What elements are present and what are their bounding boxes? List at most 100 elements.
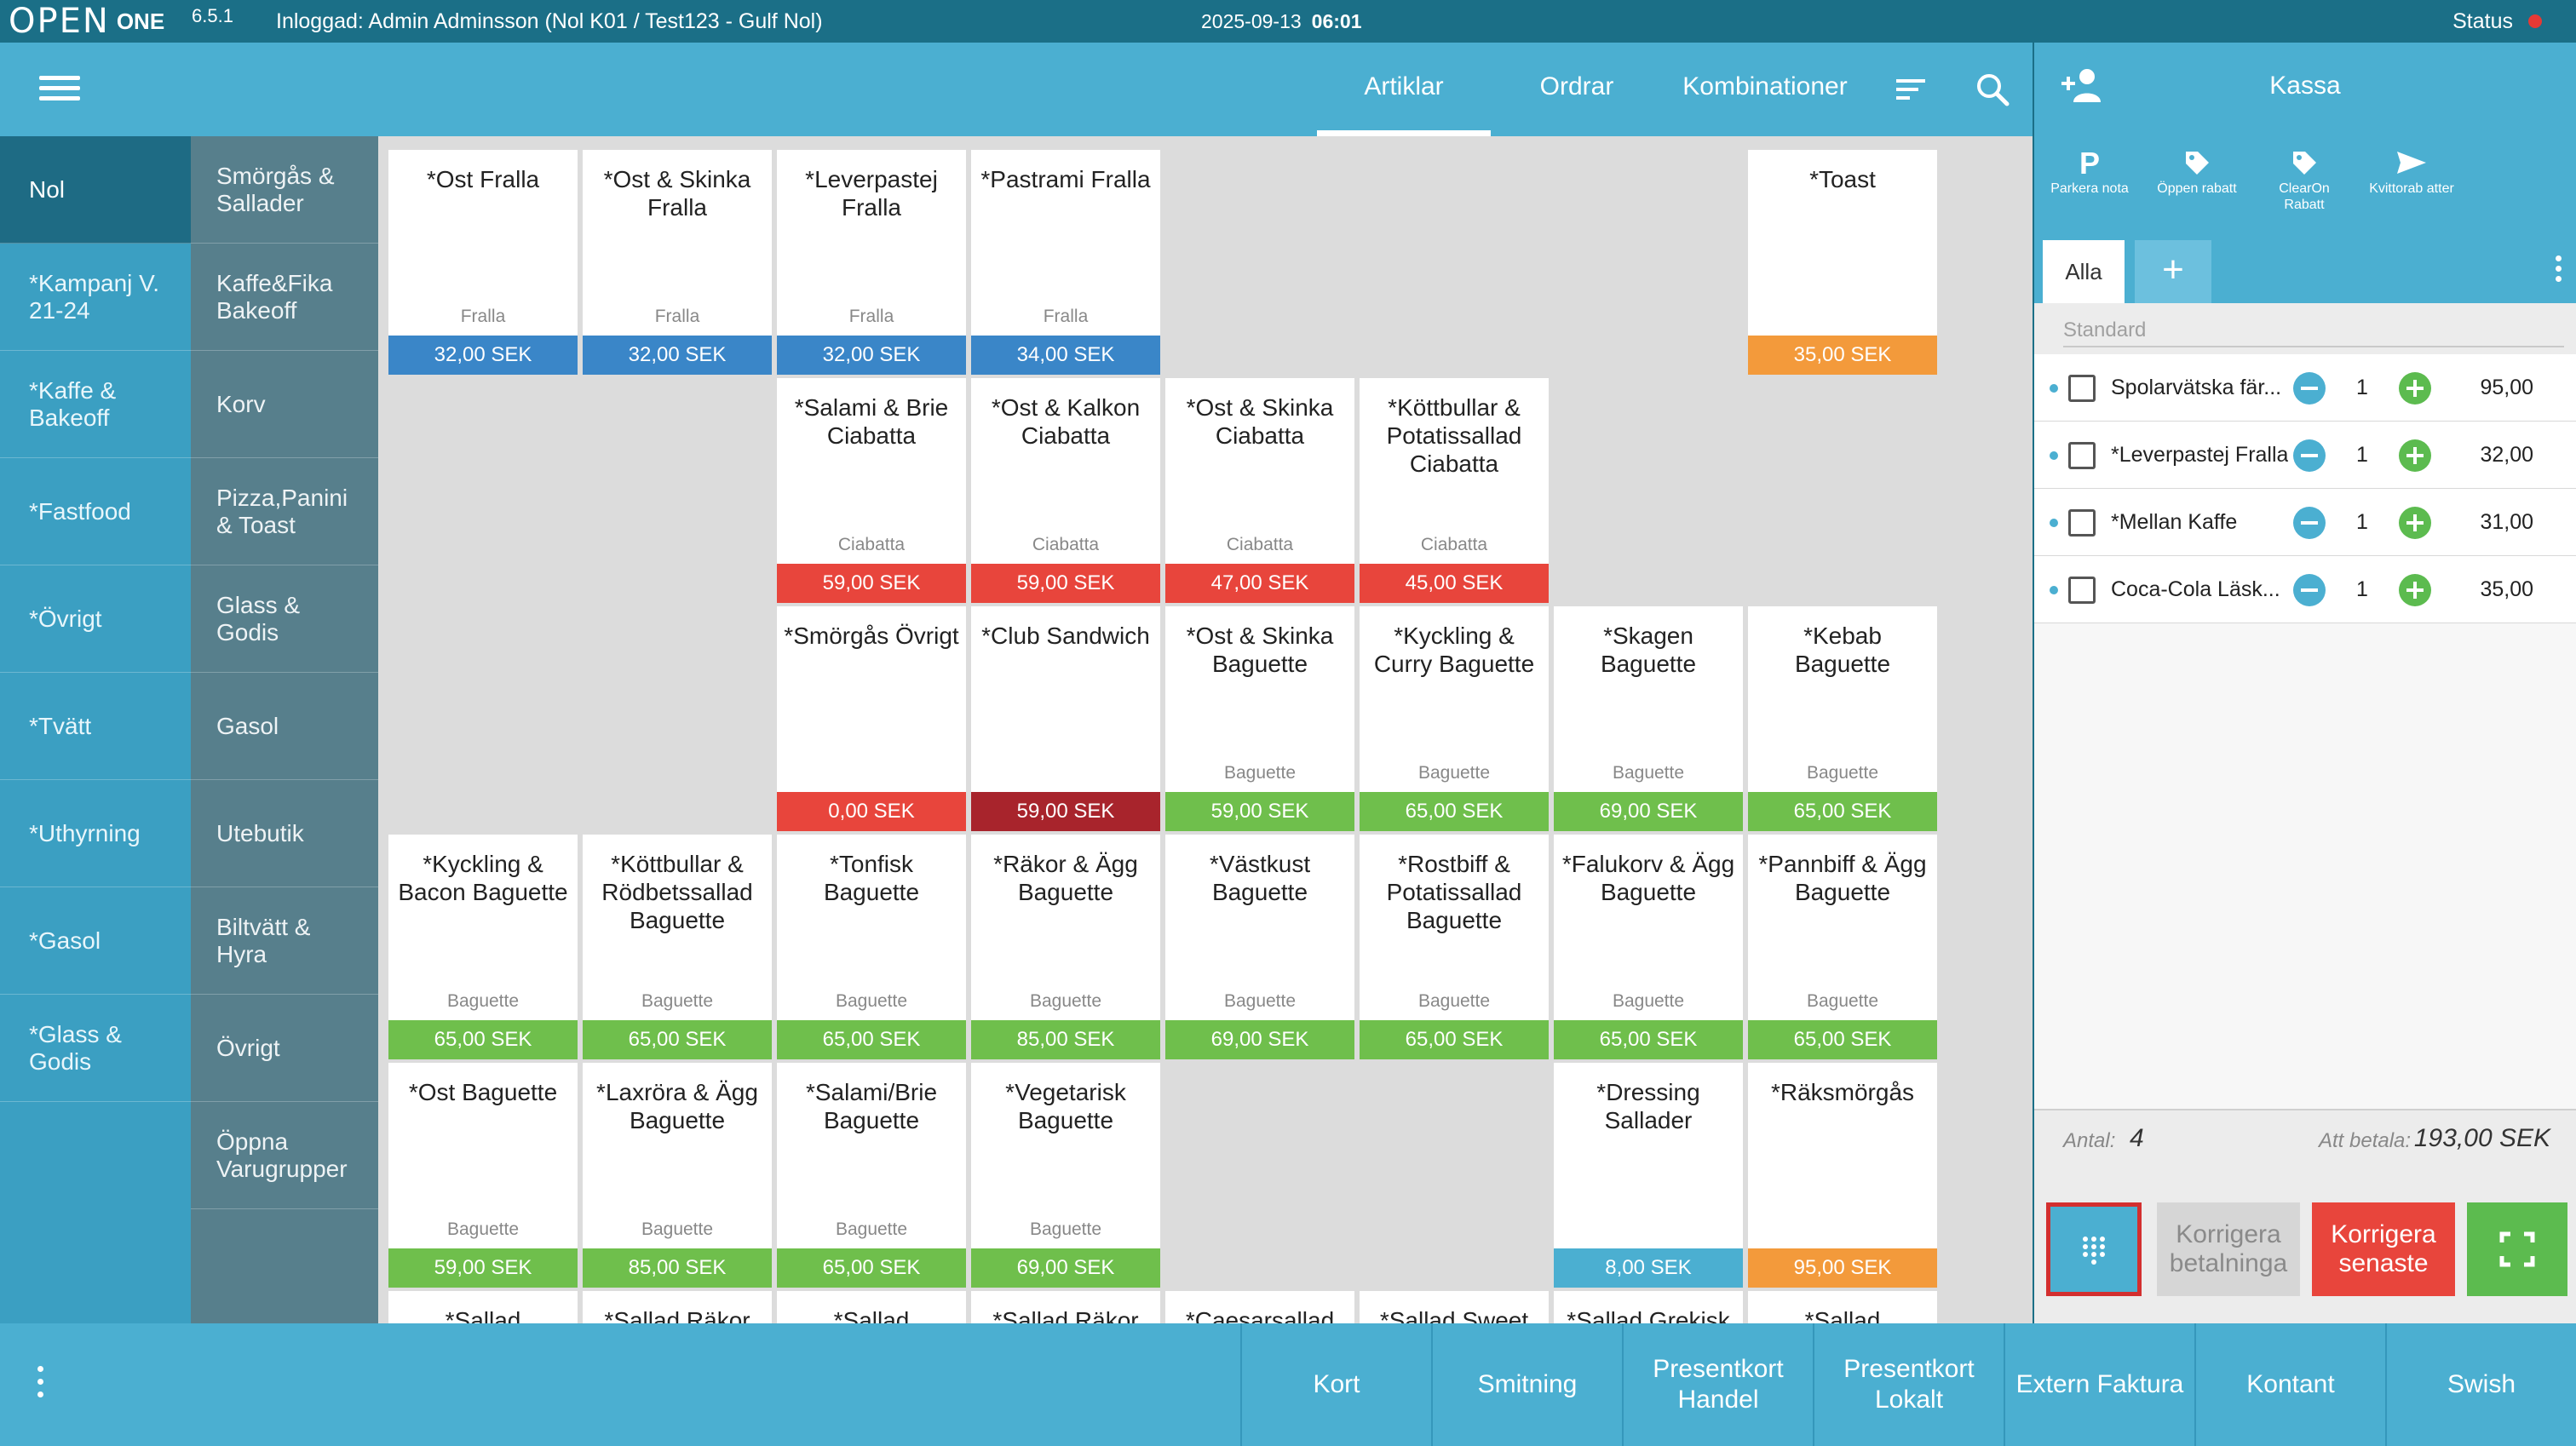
product-card[interactable]: *Kebab Baguette Baguette 65,00 SEK bbox=[1748, 606, 1937, 831]
product-card[interactable]: *Vegetarisk Baguette Baguette 69,00 SEK bbox=[971, 1063, 1160, 1288]
category-item[interactable]: *Kampanj V. 21-24 bbox=[0, 244, 191, 351]
product-card[interactable]: *Salami/Brie Baguette Baguette 65,00 SEK bbox=[777, 1063, 966, 1288]
product-card[interactable]: *Ost & Skinka Baguette Baguette 59,00 SEK bbox=[1165, 606, 1354, 831]
decrease-qty-button[interactable] bbox=[2293, 507, 2326, 539]
parkera-nota-button[interactable]: P Parkera nota bbox=[2043, 145, 2136, 197]
product-card[interactable]: *Sallad Räkor bbox=[583, 1291, 772, 1323]
product-card[interactable]: *Tonfisk Baguette Baguette 65,00 SEK bbox=[777, 835, 966, 1059]
subcategory-item[interactable]: Utebutik bbox=[191, 780, 378, 887]
subcategory-item[interactable]: Kaffe&Fika Bakeoff bbox=[191, 244, 378, 351]
increase-qty-button[interactable] bbox=[2399, 574, 2431, 606]
category-item[interactable]: *Fastfood bbox=[0, 458, 191, 565]
subcategory-item[interactable]: Pizza,Panini & Toast bbox=[191, 458, 378, 565]
menu-icon[interactable] bbox=[39, 70, 80, 109]
product-card[interactable]: *Västkust Baguette Baguette 69,00 SEK bbox=[1165, 835, 1354, 1059]
oppen-rabatt-button[interactable]: Öppen rabatt bbox=[2150, 145, 2244, 197]
product-card[interactable]: *Falukorv & Ägg Baguette Baguette 65,00 SE… bbox=[1554, 835, 1743, 1059]
product-card[interactable]: *Sallad bbox=[1748, 1291, 1937, 1323]
increase-qty-button[interactable] bbox=[2399, 372, 2431, 405]
order-row[interactable]: *Mellan Kaffe 1 31,00 bbox=[2034, 489, 2576, 556]
decrease-qty-button[interactable] bbox=[2293, 574, 2326, 606]
add-tab-button[interactable]: + bbox=[2135, 240, 2211, 303]
payment-button[interactable]: Kort bbox=[1240, 1323, 1431, 1446]
kvittorabatter-button[interactable]: Kvittorab atter bbox=[2365, 145, 2458, 197]
row-checkbox[interactable] bbox=[2068, 577, 2096, 604]
product-card[interactable]: *Smörgås Övrigt 0,00 SEK bbox=[777, 606, 966, 831]
product-card[interactable]: *Skagen Baguette Baguette 69,00 SEK bbox=[1554, 606, 1743, 831]
increase-qty-button[interactable] bbox=[2399, 507, 2431, 539]
korrigera-betalning-button[interactable]: Korrigera betalninga bbox=[2157, 1202, 2300, 1296]
add-customer-icon[interactable] bbox=[2060, 66, 2106, 104]
product-card[interactable]: *Pannbiff & Ägg Baguette Baguette 65,00 SE… bbox=[1748, 835, 1937, 1059]
row-checkbox[interactable] bbox=[2068, 509, 2096, 537]
product-card[interactable]: *Räksmörgås 95,00 SEK bbox=[1748, 1063, 1937, 1288]
product-card[interactable]: *Salami & Brie Ciabatta Ciabatta 59,00 SEK bbox=[777, 378, 966, 603]
increase-qty-button[interactable] bbox=[2399, 439, 2431, 472]
subcategory-item[interactable]: Korv bbox=[191, 351, 378, 458]
payment-button[interactable]: Smitning bbox=[1431, 1323, 1622, 1446]
subcategory-item[interactable]: Biltvätt & Hyra bbox=[191, 887, 378, 995]
product-card[interactable]: *Ost & Skinka Fralla Fralla 32,00 SEK bbox=[583, 150, 772, 375]
more-options-icon[interactable] bbox=[37, 1366, 46, 1404]
product-card[interactable]: *Kyckling & Bacon Baguette Baguette 65,00 … bbox=[388, 835, 578, 1059]
product-card[interactable]: *Sallad Grekisk bbox=[1554, 1291, 1743, 1323]
product-card[interactable]: *Ost Fralla Fralla 32,00 SEK bbox=[388, 150, 578, 375]
keypad-button[interactable] bbox=[2046, 1202, 2142, 1296]
payment-button[interactable]: Swish bbox=[2385, 1323, 2576, 1446]
order-row[interactable]: Coca-Cola Läsk... 1 35,00 bbox=[2034, 556, 2576, 623]
subcategory-item[interactable]: Öppna Varugrupper bbox=[191, 1102, 378, 1209]
payment-button[interactable]: Presentkort Handel bbox=[1622, 1323, 1813, 1446]
category-item[interactable]: *Tvätt bbox=[0, 673, 191, 780]
product-card[interactable]: *Dressing Sallader 8,00 SEK bbox=[1554, 1063, 1743, 1288]
payment-button[interactable]: Kontant bbox=[2194, 1323, 2385, 1446]
product-card[interactable]: *Kyckling & Curry Baguette Baguette 65,00 … bbox=[1360, 606, 1549, 831]
status-indicator[interactable]: Status bbox=[2452, 0, 2542, 43]
subcategory-item[interactable]: Gasol bbox=[191, 673, 378, 780]
category-item[interactable]: *Glass & Godis bbox=[0, 995, 191, 1102]
product-card[interactable]: *Toast 35,00 SEK bbox=[1748, 150, 1937, 375]
category-item[interactable]: *Kaffe & Bakeoff bbox=[0, 351, 191, 458]
payment-button[interactable]: Presentkort Lokalt bbox=[1813, 1323, 2004, 1446]
product-card[interactable]: *Ost & Skinka Ciabatta Ciabatta 47,00 SEK bbox=[1165, 378, 1354, 603]
fullscreen-button[interactable] bbox=[2467, 1202, 2567, 1296]
payment-button[interactable]: Extern Faktura bbox=[2004, 1323, 2194, 1446]
product-card[interactable]: *Sallad bbox=[777, 1291, 966, 1323]
search-icon[interactable] bbox=[1971, 68, 2014, 111]
subcategory-item[interactable]: Glass & Godis bbox=[191, 565, 378, 673]
tab-ordrar[interactable]: Ordrar bbox=[1539, 72, 1614, 100]
product-card[interactable]: *Rostbiff & Potatissallad Baguette Baguet… bbox=[1360, 835, 1549, 1059]
more-icon[interactable] bbox=[2556, 255, 2564, 286]
product-card[interactable]: *Köttbullar & Rödbetssallad Baguette Bagu… bbox=[583, 835, 772, 1059]
order-row[interactable]: Spolarvätska fär... 1 95,00 bbox=[2034, 354, 2576, 422]
sort-icon[interactable] bbox=[1889, 68, 1932, 111]
product-card[interactable]: *Club Sandwich 59,00 SEK bbox=[971, 606, 1160, 831]
category-item[interactable]: *Gasol bbox=[0, 887, 191, 995]
tab-artiklar[interactable]: Artiklar bbox=[1317, 43, 1491, 136]
decrease-qty-button[interactable] bbox=[2293, 372, 2326, 405]
product-card[interactable]: *Ost Baguette Baguette 59,00 SEK bbox=[388, 1063, 578, 1288]
subcategory-item[interactable]: Övrigt bbox=[191, 995, 378, 1102]
product-card[interactable]: *Pastrami Fralla Fralla 34,00 SEK bbox=[971, 150, 1160, 375]
product-card[interactable]: *Sallad Räkor bbox=[971, 1291, 1160, 1323]
decrease-qty-button[interactable] bbox=[2293, 439, 2326, 472]
row-checkbox[interactable] bbox=[2068, 442, 2096, 469]
tab-alla[interactable]: Alla bbox=[2043, 240, 2125, 303]
row-checkbox[interactable] bbox=[2068, 375, 2096, 402]
order-row[interactable]: *Leverpastej Fralla 1 32,00 bbox=[2034, 422, 2576, 489]
category-item[interactable]: *Övrigt bbox=[0, 565, 191, 673]
korrigera-senaste-button[interactable]: Korrigera senaste bbox=[2312, 1202, 2455, 1296]
category-item[interactable]: Nol bbox=[0, 136, 191, 244]
product-card[interactable]: *Sallad bbox=[388, 1291, 578, 1323]
product-card[interactable]: *Caesarsallad bbox=[1165, 1291, 1354, 1323]
product-card[interactable]: *Ost & Kalkon Ciabatta Ciabatta 59,00 SEK bbox=[971, 378, 1160, 603]
product-card[interactable]: *Sallad Sweet bbox=[1360, 1291, 1549, 1323]
standard-field[interactable]: Standard bbox=[2063, 313, 2564, 347]
subcategory-item[interactable]: Smörgås & Sallader bbox=[191, 136, 378, 244]
product-card[interactable]: *Räkor & Ägg Baguette Baguette 85,00 SEK bbox=[971, 835, 1160, 1059]
category-item[interactable]: *Uthyrning bbox=[0, 780, 191, 887]
product-card[interactable]: *Köttbullar & Potatissallad Ciabatta Ciab… bbox=[1360, 378, 1549, 603]
product-card[interactable]: *Leverpastej Fralla Fralla 32,00 SEK bbox=[777, 150, 966, 375]
tab-kombinationer[interactable]: Kombinationer bbox=[1682, 72, 1848, 100]
clearon-rabatt-button[interactable]: ClearOn Rabatt bbox=[2257, 145, 2351, 213]
product-card[interactable]: *Laxröra & Ägg Baguette Baguette 85,00 SEK bbox=[583, 1063, 772, 1288]
